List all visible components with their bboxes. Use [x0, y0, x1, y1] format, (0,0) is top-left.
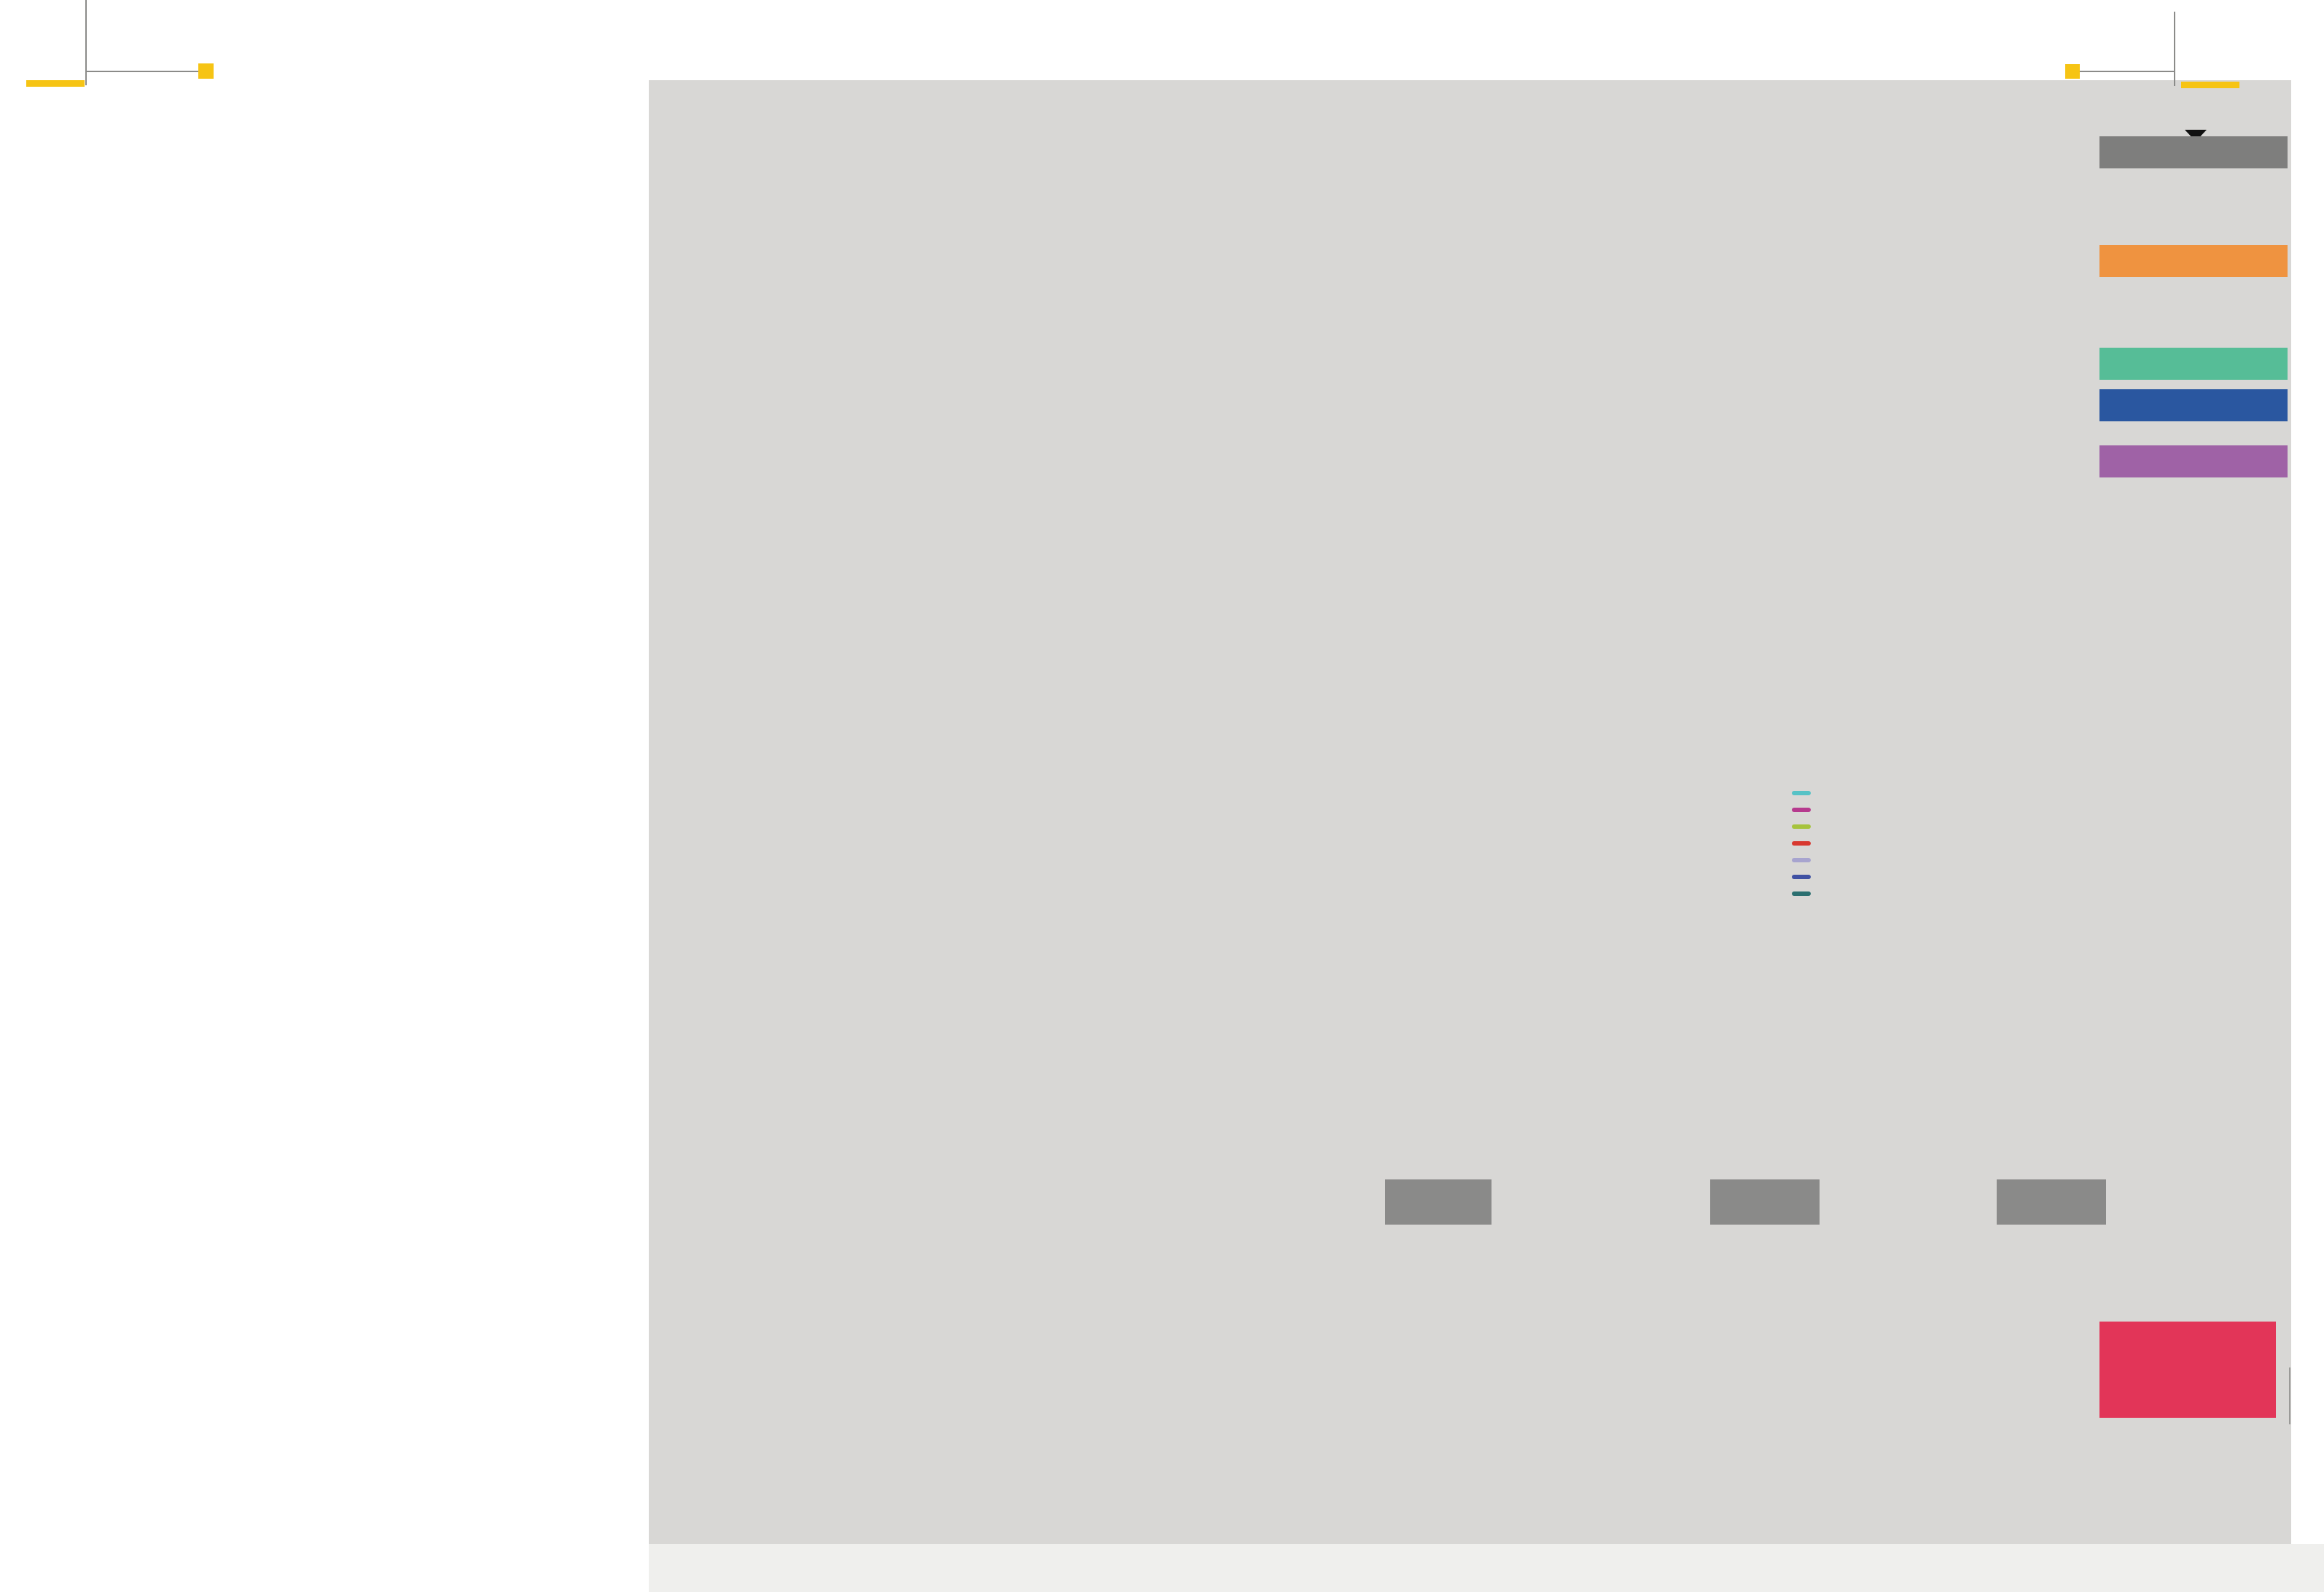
legend-item-oceania [1792, 886, 1817, 901]
yellow-square-right [2065, 64, 2080, 79]
legend-item-europe [1792, 819, 1817, 834]
brand-underline-right [2181, 82, 2239, 88]
series-label-box-usa [2099, 348, 2288, 380]
legend-swatch [1792, 875, 1811, 879]
header-rule-vertical-right [2174, 12, 2175, 86]
legend-item-middle-east [1792, 836, 1817, 851]
legend-swatch [1792, 791, 1811, 795]
header-rule-horizontal-left [85, 71, 199, 72]
series-label-box-all-others [2099, 136, 2288, 168]
projection-title [2099, 1322, 2276, 1327]
series-label-box-india [2099, 445, 2288, 477]
projection-2018-box [2099, 1322, 2276, 1418]
article-column-2 [378, 143, 569, 150]
brand-underline-left [26, 80, 85, 87]
legend-item-north-america [1792, 803, 1817, 817]
legend-swatch [1792, 841, 1811, 846]
gray-panel-background [649, 80, 2291, 1544]
legend-item-south-america [1792, 853, 1817, 867]
page-number-rule [2289, 1367, 2290, 1424]
period-box-1990-2000 [1385, 1179, 1492, 1225]
period-box-2010-2017 [1997, 1179, 2106, 1225]
header-rule-horizontal-right [2080, 71, 2174, 72]
yellow-square-left [198, 63, 214, 79]
legend-swatch [1792, 891, 1811, 896]
legend-swatch [1792, 858, 1811, 862]
series-label-box-china [2099, 245, 2288, 277]
header-rule-vertical-left [85, 0, 87, 85]
legend-item-africa [1792, 870, 1817, 884]
legend-item-asia [1792, 786, 1817, 800]
period-box-2000-2010 [1710, 1179, 1820, 1225]
legend-swatch [1792, 824, 1811, 829]
series-label-box-eu28 [2099, 389, 2288, 421]
bottom-margin-strip [649, 1544, 2324, 1592]
legend-swatch [1792, 808, 1811, 812]
